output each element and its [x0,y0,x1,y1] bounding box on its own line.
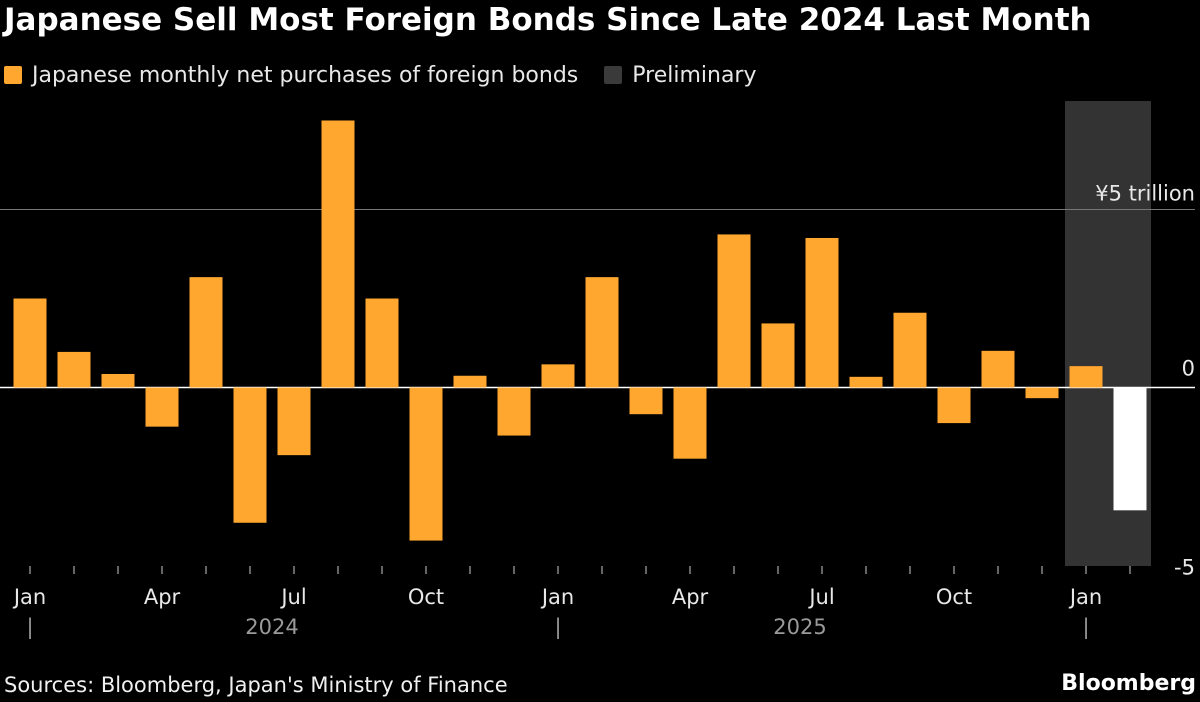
year-separator-2024-01: | [26,615,33,640]
bar-2025-04 [673,387,707,459]
bar-2026-01 [1069,366,1103,388]
bar-preliminary-2026-02 [1113,387,1147,511]
bar-2024-09 [365,298,399,388]
bar-2024-06 [233,387,267,523]
x-tick-label-2025-01: Jan [540,585,574,609]
year-label-2024: 2024 [245,615,298,639]
x-tick-label-2025-10: Oct [936,585,972,609]
bloomberg-logo: Bloomberg [1061,671,1196,696]
bar-2025-05 [717,234,751,388]
bar-2025-07 [805,237,839,388]
y-tick-label-0: 0 [1182,357,1195,381]
y-tick-label--5: -5 [1174,556,1195,580]
x-tick-label-2025-04: Apr [672,585,709,609]
x-tick-label-2026-01: Jan [1068,585,1102,609]
bar-2024-04 [145,387,179,427]
year-separator-2025-01: | [554,615,561,640]
x-tick-label-2024-01: Jan [12,585,46,609]
bar-2025-12 [1025,387,1059,399]
x-tick-label-2025-07: Jul [807,585,834,609]
bar-2025-01 [541,364,575,388]
x-tick-label-2024-10: Oct [408,585,444,609]
bar-2024-02 [57,351,91,388]
chart-title: Japanese Sell Most Foreign Bonds Since L… [4,2,1092,38]
bar-2025-02 [585,277,619,388]
legend-label-preliminary: Preliminary [632,62,757,88]
legend: Japanese monthly net purchases of foreig… [4,60,783,90]
bar-2024-10 [409,387,443,541]
bar-2025-11 [981,350,1015,388]
legend-label-series: Japanese monthly net purchases of foreig… [32,62,579,88]
year-separator-2026-01: | [1082,615,1089,640]
year-label-2025: 2025 [773,615,826,639]
bar-2024-01 [13,298,47,388]
x-tick-label-2024-07: Jul [279,585,306,609]
bar-2025-08 [849,376,883,388]
x-tick-label-2024-04: Apr [144,585,181,609]
bar-2024-08 [321,120,355,388]
y-tick-label-5: ¥5 trillion [1095,182,1195,206]
legend-swatch-gray [604,66,623,84]
bar-2024-12 [497,387,531,436]
bar-2025-03 [629,387,663,415]
legend-swatch-orange [4,66,22,84]
source-note: Sources: Bloomberg, Japan's Ministry of … [4,673,508,697]
bar-2024-03 [101,373,135,388]
bar-2025-06 [761,323,795,388]
legend-item-preliminary: Preliminary [604,62,757,88]
bar-2024-07 [277,387,311,456]
bar-2024-11 [453,375,487,388]
bar-2024-05 [189,277,223,388]
legend-item-series: Japanese monthly net purchases of foreig… [4,63,578,88]
bar-2025-09 [893,312,927,388]
bar-2025-10 [937,387,971,424]
